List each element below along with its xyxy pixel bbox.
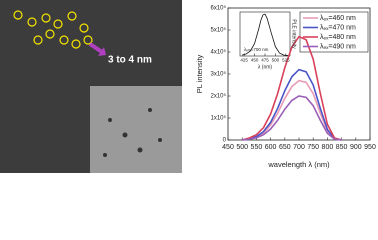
x-tick-label: 800 [322, 144, 334, 151]
y-tick-label: 0 [223, 138, 227, 144]
y-axis-title: PLE intensity [291, 19, 297, 49]
y-tick-label: 6x10⁵ [211, 5, 227, 12]
y-axis-title: PL intensity [195, 55, 204, 94]
x-tick-label: 425 [240, 58, 248, 63]
x-tick-label: 650 [279, 144, 291, 151]
x-tick-label: 450 [222, 144, 234, 151]
tem-inset [90, 86, 182, 173]
x-tick-label: 900 [350, 144, 362, 151]
x-tick-label: 475 [261, 58, 269, 63]
series-line [242, 95, 342, 141]
y-tick-label: 4x10⁵ [211, 49, 227, 56]
annotation: λₑₘ=700 nm [244, 47, 269, 52]
y-tick-label: 2x10⁵ [211, 93, 227, 100]
x-axis-title: λ (nm) [258, 64, 273, 70]
y-tick-label: 5x10⁵ [211, 27, 227, 34]
y-tick-label: 3x10⁵ [211, 71, 227, 78]
tem-image: 3 to 4 nm [0, 0, 182, 173]
legend-label: λₑₓ=460 nm [320, 15, 356, 22]
x-tick-label: 850 [336, 144, 348, 151]
x-tick-label: 550 [251, 144, 263, 151]
series-line [241, 35, 342, 141]
series-line [241, 13, 288, 56]
legend-label: λₑₓ=480 nm [320, 34, 356, 41]
size-label: 3 to 4 nm [108, 55, 152, 66]
x-tick-label: 700 [293, 144, 305, 151]
x-axis-title: wavelength λ (nm) [267, 160, 330, 169]
legend-label: λₑₓ=470 nm [320, 24, 356, 31]
x-tick-label: 525 [282, 58, 290, 63]
x-tick-label: 750 [307, 144, 319, 151]
legend-label: λₑₓ=490 nm [320, 43, 356, 50]
x-tick-label: 450 [251, 58, 259, 63]
x-tick-label: 500 [236, 144, 248, 151]
figure: 3 to 4 nm 450 500 550 600 650 700 750 800 850 900… [0, 0, 376, 173]
arrow-head [98, 47, 106, 56]
series-line [242, 68, 342, 141]
y-tick-label: 1x10⁵ [211, 115, 227, 122]
x-tick-label: 600 [265, 144, 277, 151]
x-tick-label: 950 [364, 144, 376, 151]
x-tick-label: 500 [272, 58, 280, 63]
particle-circles [13, 10, 93, 49]
particles [103, 108, 162, 157]
arrow [88, 42, 104, 54]
